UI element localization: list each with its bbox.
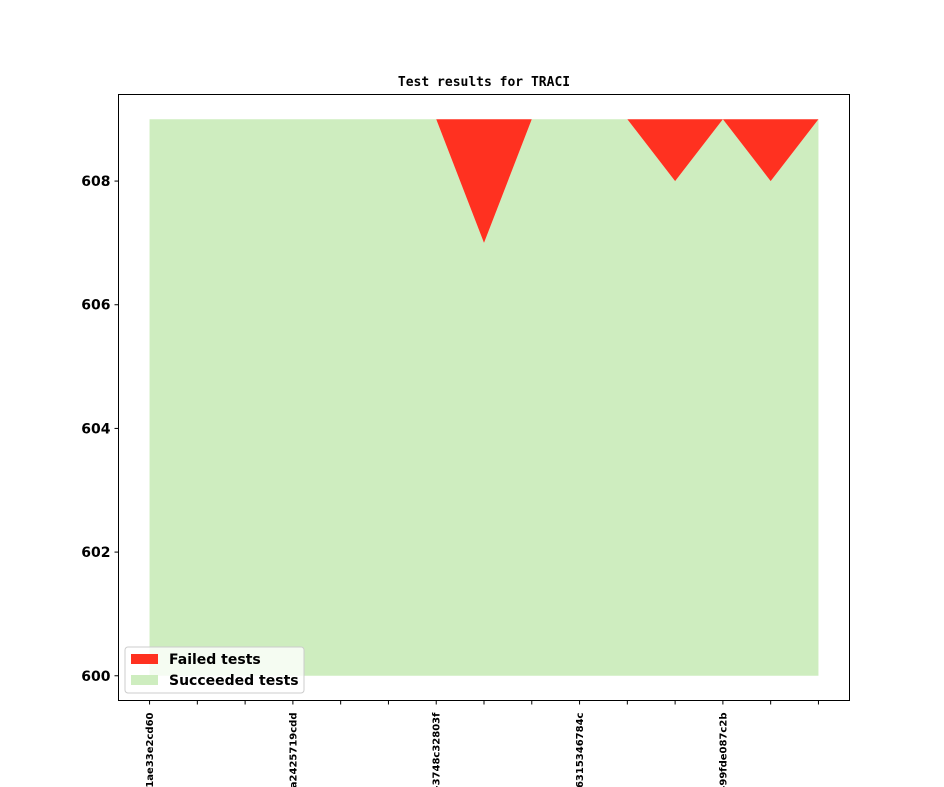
area-succeeded-tests — [149, 119, 819, 676]
x-axis: -1ae33e2cd60 a2425719cdd -3748c32803f 63153… — [145, 700, 819, 787]
x-tick-label: a2425719cdd — [288, 713, 299, 787]
legend-frame — [124, 646, 305, 694]
legend-label-succeeded: Succeeded tests — [169, 673, 299, 689]
plot-area — [149, 119, 819, 676]
x-tick-label: -3748c32803f — [432, 712, 443, 787]
legend: Failed tests Succeeded tests — [124, 646, 305, 694]
y-tick-label: 604 — [81, 421, 110, 437]
chart-title: Test results for TRACI — [398, 75, 570, 90]
y-tick-label: 606 — [81, 298, 110, 314]
x-tick-label: 6315346784c — [575, 712, 586, 787]
y-tick-label: 602 — [81, 545, 110, 561]
y-tick-label: 600 — [81, 669, 110, 685]
x-tick-label: -99fde087c2b — [718, 713, 729, 787]
legend-label-failed: Failed tests — [169, 652, 261, 668]
area-failed-tests — [149, 119, 819, 243]
legend-swatch-failed — [131, 654, 158, 664]
x-tick-label: -1ae33e2cd60 — [145, 712, 156, 787]
y-tick-label: 608 — [81, 174, 110, 190]
y-axis: 600 602 604 606 608 — [81, 174, 119, 685]
legend-swatch-succeeded — [131, 675, 158, 685]
